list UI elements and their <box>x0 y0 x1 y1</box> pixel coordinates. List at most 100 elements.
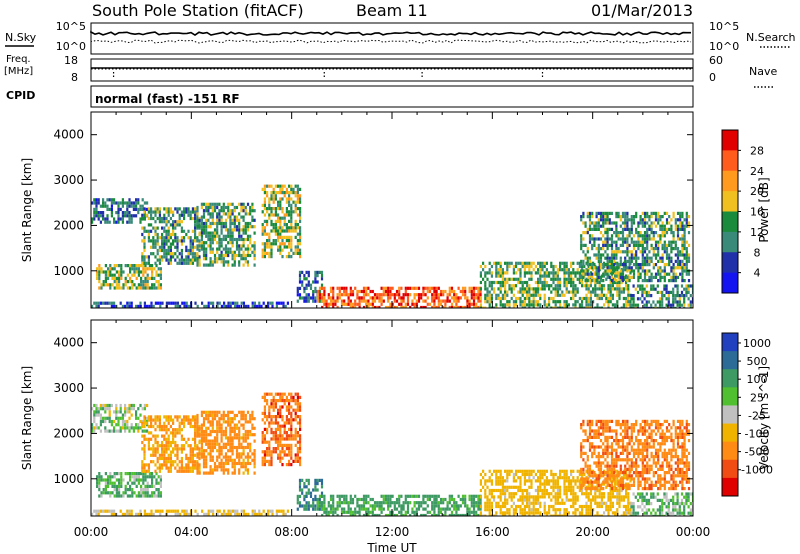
heatmap-cell <box>240 247 243 251</box>
heatmap-cell <box>504 287 507 291</box>
heatmap-cell <box>156 424 159 429</box>
heatmap-cell <box>151 491 154 495</box>
heatmap-cell <box>207 202 210 206</box>
heatmap-cell <box>172 210 175 214</box>
heatmap-cell <box>676 266 680 270</box>
heatmap-cell <box>484 264 487 269</box>
heatmap-cell <box>470 501 473 505</box>
heatmap-cell <box>461 286 465 290</box>
heatmap-cell <box>93 198 96 202</box>
heatmap-cell <box>626 247 629 251</box>
heatmap-cell <box>646 259 649 263</box>
heatmap-cell <box>174 223 177 227</box>
heatmap-cell <box>260 304 263 308</box>
heatmap-cell <box>146 273 149 277</box>
heatmap-cell <box>530 303 533 307</box>
heatmap-cell <box>216 202 219 206</box>
heatmap-cell <box>563 268 566 272</box>
heatmap-cell <box>314 270 317 274</box>
heatmap-cell <box>587 303 590 307</box>
heatmap-cell <box>158 463 161 467</box>
heatmap-cell <box>301 488 304 492</box>
heatmap-cell <box>97 211 100 215</box>
heatmap-cell <box>104 419 107 424</box>
heatmap-cell <box>143 248 146 253</box>
heatmap-cell <box>98 276 101 280</box>
heatmap-cell <box>683 263 686 267</box>
heatmap-cell <box>574 306 577 308</box>
heatmap-cell <box>202 449 206 453</box>
heatmap-cell <box>402 504 405 508</box>
heatmap-cell <box>672 263 675 267</box>
heatmap-cell <box>415 494 418 498</box>
heatmap-cell <box>391 513 394 516</box>
heatmap-cell <box>332 302 335 306</box>
heatmap-cell <box>442 293 445 297</box>
heatmap-cell <box>143 429 146 433</box>
heatmap-cell <box>431 293 434 297</box>
heatmap-cell <box>211 449 214 453</box>
heatmap-cell <box>484 300 487 304</box>
heatmap-cell <box>146 484 149 488</box>
heatmap-cell <box>316 507 319 511</box>
heatmap-cell <box>158 255 161 259</box>
heatmap-cell <box>591 266 594 270</box>
heatmap-cell <box>572 296 575 301</box>
heatmap-cell <box>431 286 434 290</box>
heatmap-cell <box>135 416 138 420</box>
heatmap-cell <box>152 226 155 230</box>
heatmap-cell <box>102 280 105 284</box>
heatmap-cell <box>235 452 239 456</box>
heatmap-cell <box>159 494 162 498</box>
heatmap-cell <box>404 513 407 516</box>
heatmap-cell <box>178 213 181 217</box>
heatmap-cell <box>267 509 270 513</box>
heatmap-cell <box>126 286 129 290</box>
heatmap-cell <box>620 306 623 308</box>
heatmap-cell <box>167 421 170 425</box>
heatmap-cell <box>172 255 175 259</box>
heatmap-cell <box>218 257 221 261</box>
heatmap-cell <box>242 231 245 235</box>
heatmap-cell <box>334 507 337 511</box>
heatmap-cell <box>528 303 531 307</box>
heatmap-cell <box>420 513 423 516</box>
heatmap-cell <box>563 306 566 308</box>
heatmap-cell <box>643 240 647 244</box>
heatmap-cell <box>194 453 197 457</box>
heatmap-cell <box>95 426 98 430</box>
heatmap-cell <box>119 201 122 205</box>
heatmap-cell <box>422 497 425 502</box>
heatmap-cell <box>382 497 385 502</box>
heatmap-cell <box>676 218 680 222</box>
heatmap-cell <box>131 494 134 498</box>
heatmap-cell <box>582 221 585 225</box>
heatmap-cell <box>378 293 381 297</box>
heatmap-cell <box>104 478 107 482</box>
nsearch-tick-low: 10^0 <box>709 40 739 53</box>
heatmap-cell <box>277 203 280 207</box>
heatmap-cell <box>493 306 496 308</box>
heatmap-cell <box>165 444 168 448</box>
heatmap-cell <box>380 494 383 498</box>
heatmap-cell <box>338 289 341 294</box>
heatmap-cell <box>146 491 149 495</box>
heatmap-cell <box>580 247 583 251</box>
heatmap-cell <box>213 234 217 238</box>
heatmap-cell <box>582 231 585 235</box>
heatmap-cell <box>244 433 247 437</box>
heatmap-cell <box>318 296 322 300</box>
heatmap-cell <box>157 475 160 479</box>
heatmap-cell <box>643 247 647 251</box>
heatmap-cell <box>209 212 212 216</box>
heatmap-cell <box>380 296 383 300</box>
heatmap-cell <box>235 436 239 440</box>
heatmap-cell <box>689 294 692 298</box>
heatmap-cell <box>611 296 614 301</box>
heatmap-cell <box>196 413 199 418</box>
heatmap-cell <box>242 509 245 513</box>
heatmap-cell <box>325 302 328 306</box>
heatmap-cell <box>687 224 691 228</box>
heatmap-cell <box>200 218 203 222</box>
heatmap-cell <box>152 424 155 429</box>
